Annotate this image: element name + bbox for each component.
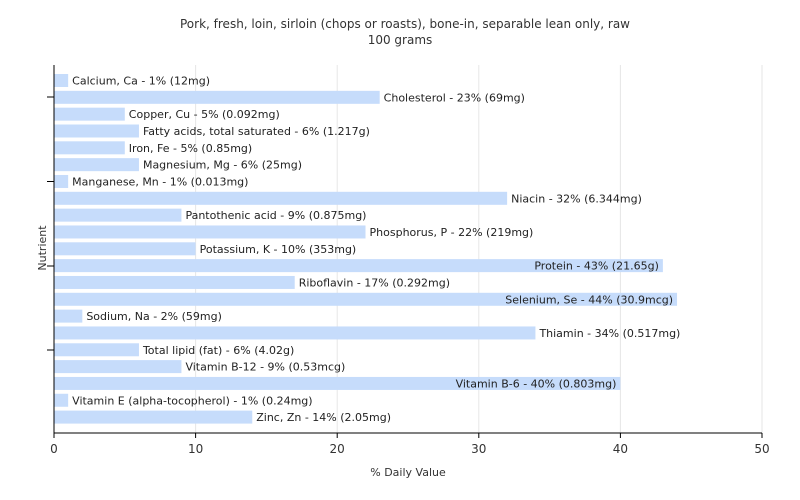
bar	[54, 191, 508, 205]
bar	[54, 410, 253, 424]
bar-label: Protein - 43% (21.65g)	[534, 260, 659, 273]
x-tick-label: 30	[471, 442, 486, 456]
bar-label: Potassium, K - 10% (353mg)	[200, 243, 357, 256]
bar	[54, 242, 196, 256]
bar	[54, 225, 366, 239]
bars-group: Calcium, Ca - 1% (12mg) Cholesterol - 23%…	[54, 74, 680, 424]
bar-label: Selenium, Se - 44% (30.9mcg)	[505, 293, 673, 306]
bar	[54, 90, 380, 104]
bar-label: Iron, Fe - 5% (0.85mg)	[129, 142, 252, 155]
bar	[54, 360, 182, 374]
x-tick-label: 50	[754, 442, 769, 456]
bar-label: Sodium, Na - 2% (59mg)	[86, 310, 222, 323]
bar	[54, 275, 295, 289]
x-tick-label: 10	[188, 442, 203, 456]
bar	[54, 107, 125, 121]
x-tick-label: 0	[50, 442, 58, 456]
bar	[54, 259, 663, 273]
bar-label: Total lipid (fat) - 6% (4.02g)	[142, 344, 294, 357]
bar-label: Magnesium, Mg - 6% (25mg)	[143, 159, 302, 172]
y-axis-title: Nutrient	[36, 225, 49, 271]
bar	[54, 292, 678, 306]
bar-label: Manganese, Mn - 1% (0.013mg)	[72, 175, 248, 188]
bar-label: Cholesterol - 23% (69mg)	[384, 91, 525, 104]
bar-label: Pantothenic acid - 9% (0.875mg)	[185, 209, 366, 222]
bar-label: Zinc, Zn - 14% (2.05mg)	[256, 411, 391, 424]
bar	[54, 174, 69, 188]
bar	[54, 393, 69, 407]
x-axis-title: % Daily Value	[370, 466, 446, 479]
bar-label: Phosphorus, P - 22% (219mg)	[370, 226, 534, 239]
bar-label: Vitamin B-12 - 9% (0.53mcg)	[185, 361, 345, 374]
bar	[54, 326, 536, 340]
bar	[54, 158, 139, 172]
chart-title: Pork, fresh, loin, sirloin (chops or roa…	[180, 17, 630, 31]
bar-label: Copper, Cu - 5% (0.092mg)	[129, 108, 280, 121]
bar	[54, 141, 125, 155]
x-tick-label: 20	[330, 442, 345, 456]
bar-label: Vitamin B-6 - 40% (0.803mg)	[456, 377, 617, 390]
bar-label: Fatty acids, total saturated - 6% (1.217…	[143, 125, 370, 138]
bar-label: Vitamin E (alpha-tocopherol) - 1% (0.24m…	[72, 394, 312, 407]
bar	[54, 124, 139, 138]
bar	[54, 343, 139, 357]
bar-label: Niacin - 32% (6.344mg)	[511, 192, 642, 205]
bar	[54, 309, 83, 323]
bar	[54, 74, 69, 87]
bar	[54, 376, 621, 390]
bar-label: Calcium, Ca - 1% (12mg)	[72, 75, 210, 88]
bar-label: Thiamin - 34% (0.517mg)	[538, 327, 680, 340]
bar-label: Riboflavin - 17% (0.292mg)	[299, 276, 450, 289]
chart-subtitle: 100 grams	[368, 33, 433, 47]
grid-lines	[195, 65, 763, 433]
axes-group: 0 10 20 30 40 50	[47, 65, 770, 456]
bar	[54, 208, 182, 222]
x-tick-label: 40	[613, 442, 628, 456]
